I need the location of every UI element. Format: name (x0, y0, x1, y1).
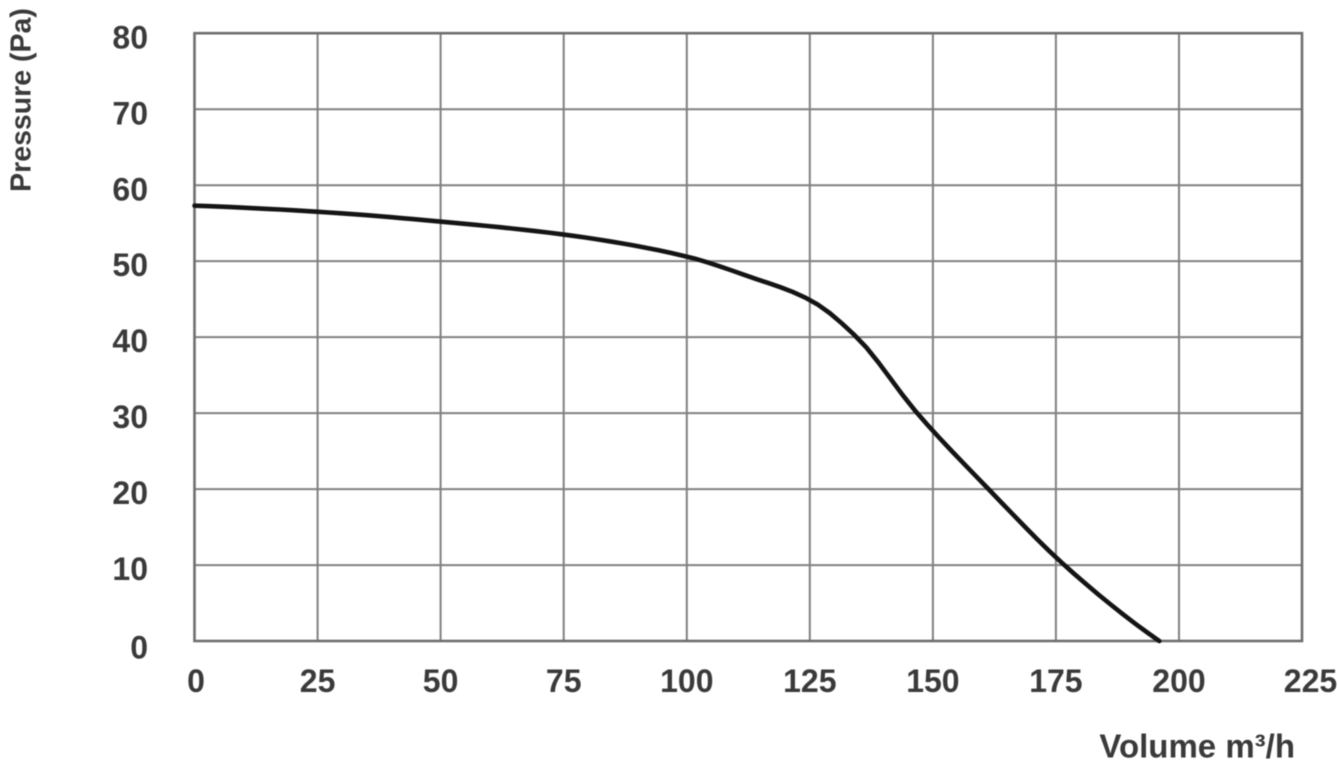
svg-text:Pressure (Pa): Pressure (Pa) (6, 8, 38, 192)
svg-text:60: 60 (112, 171, 148, 207)
svg-text:125: 125 (783, 663, 836, 699)
svg-text:40: 40 (112, 323, 148, 359)
svg-text:10: 10 (112, 551, 148, 587)
svg-text:70: 70 (112, 95, 148, 131)
svg-text:20: 20 (112, 475, 148, 511)
svg-text:50: 50 (423, 663, 459, 699)
svg-text:50: 50 (112, 247, 148, 283)
svg-text:75: 75 (546, 663, 582, 699)
svg-text:Volume m³/h: Volume m³/h (1099, 728, 1295, 765)
svg-text:150: 150 (906, 663, 959, 699)
svg-text:0: 0 (130, 630, 148, 666)
svg-text:225: 225 (1284, 663, 1337, 699)
svg-text:200: 200 (1152, 663, 1205, 699)
svg-text:30: 30 (112, 399, 148, 435)
svg-text:0: 0 (187, 663, 205, 699)
svg-text:175: 175 (1029, 663, 1082, 699)
svg-text:80: 80 (112, 19, 148, 55)
svg-text:100: 100 (660, 663, 713, 699)
svg-text:25: 25 (300, 663, 336, 699)
